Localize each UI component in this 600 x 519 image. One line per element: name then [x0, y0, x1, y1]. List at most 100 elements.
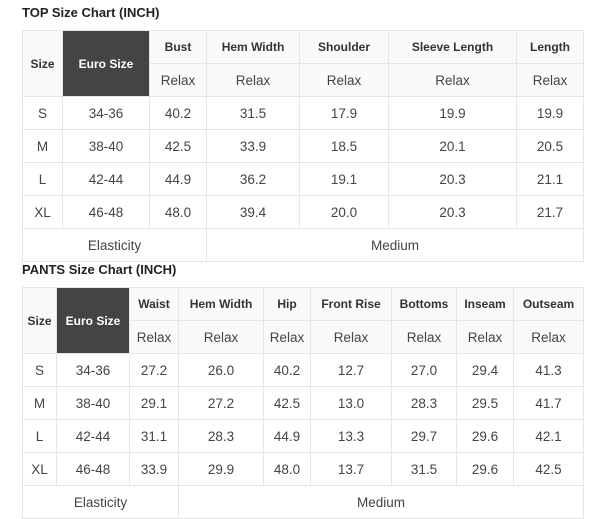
measurement-cell: 27.0: [391, 353, 457, 387]
measurement-header: Front Rise: [310, 287, 392, 321]
size-cell: M: [22, 386, 57, 420]
table-row: S 34-36 27.2 26.0 40.2 12.7 27.0 29.4 41.3: [22, 353, 584, 387]
measurement-cell: 12.7: [310, 353, 392, 387]
measurement-cell: 19.9: [388, 96, 517, 130]
measurement-cell: 29.6: [456, 452, 514, 486]
measurement-cell: 13.7: [310, 452, 392, 486]
size-header: Size: [22, 30, 63, 97]
size-header: Size: [22, 287, 57, 354]
measurement-cell: 44.9: [263, 419, 311, 453]
measurement-cell: 13.0: [310, 386, 392, 420]
euro-size-cell: 42-44: [62, 162, 150, 196]
table-row: M 38-40 29.1 27.2 42.5 13.0 28.3 29.5 41.7: [22, 386, 584, 420]
fit-label: Relax: [513, 320, 584, 354]
measurement-cell: 33.9: [206, 129, 300, 163]
measurement-cell: 48.0: [149, 195, 207, 229]
elasticity-label: Elasticity: [22, 228, 207, 262]
measurement-cell: 44.9: [149, 162, 207, 196]
measurement-cell: 20.0: [299, 195, 389, 229]
fit-row: Relax Relax Relax Relax Relax: [23, 63, 584, 97]
measurement-cell: 42.5: [513, 452, 584, 486]
measurement-cell: 31.5: [391, 452, 457, 486]
fit-label: Relax: [299, 63, 389, 97]
fit-label: Relax: [263, 320, 311, 354]
measurement-cell: 42.5: [263, 386, 311, 420]
euro-size-cell: 46-48: [56, 452, 130, 486]
size-cell: S: [22, 96, 63, 130]
size-cell: M: [22, 129, 63, 163]
measurement-cell: 17.9: [299, 96, 389, 130]
measurement-header: Inseam: [456, 287, 514, 321]
measurement-cell: 36.2: [206, 162, 300, 196]
measurement-cell: 20.3: [388, 195, 517, 229]
measurement-cell: 31.5: [206, 96, 300, 130]
measurement-cell: 41.7: [513, 386, 584, 420]
measurement-header: Outseam: [513, 287, 584, 321]
measurement-cell: 13.3: [310, 419, 392, 453]
pants-size-table: Size Euro Size Waist Hem Width Hip Front Rise…: [22, 287, 584, 519]
measurement-cell: 20.1: [388, 129, 517, 163]
measurement-cell: 29.7: [391, 419, 457, 453]
measurement-cell: 19.9: [516, 96, 584, 130]
table-row: XL 46-48 48.0 39.4 20.0 20.3 21.7: [22, 195, 584, 229]
fit-label: Relax: [178, 320, 264, 354]
table-row: L 42-44 44.9 36.2 19.1 20.3 21.1: [22, 162, 584, 196]
measurement-cell: 28.3: [391, 386, 457, 420]
elasticity-row: Elasticity Medium: [22, 228, 584, 262]
measurement-cell: 40.2: [149, 96, 207, 130]
euro-size-cell: 42-44: [56, 419, 130, 453]
measurement-header: Hip: [263, 287, 311, 321]
measurement-header: Bottoms: [391, 287, 457, 321]
euro-size-header: Euro Size: [56, 287, 130, 354]
euro-size-cell: 46-48: [62, 195, 150, 229]
measurement-cell: 41.3: [513, 353, 584, 387]
measurement-cell: 26.0: [178, 353, 264, 387]
table-row: S 34-36 40.2 31.5 17.9 19.9 19.9: [22, 96, 584, 130]
euro-size-cell: 34-36: [62, 96, 150, 130]
fit-label: Relax: [456, 320, 514, 354]
measurement-cell: 29.6: [456, 419, 514, 453]
measurement-cell: 21.1: [516, 162, 584, 196]
size-cell: S: [22, 353, 57, 387]
elasticity-value: Medium: [178, 485, 584, 519]
fit-label: Relax: [388, 63, 517, 97]
measurement-header: Hem Width: [178, 287, 264, 321]
measurement-cell: 29.1: [129, 386, 179, 420]
table-row: XL 46-48 33.9 29.9 48.0 13.7 31.5 29.6 42.5: [22, 452, 584, 486]
table-row: L 42-44 31.1 28.3 44.9 13.3 29.7 29.6 42.1: [22, 419, 584, 453]
euro-size-cell: 38-40: [62, 129, 150, 163]
measurement-cell: 48.0: [263, 452, 311, 486]
measurement-cell: 42.5: [149, 129, 207, 163]
size-cell: L: [22, 419, 57, 453]
size-cell: L: [22, 162, 63, 196]
measurement-cell: 42.1: [513, 419, 584, 453]
measurement-cell: 29.5: [456, 386, 514, 420]
measurement-cell: 27.2: [129, 353, 179, 387]
measurement-cell: 40.2: [263, 353, 311, 387]
fit-label: Relax: [129, 320, 179, 354]
euro-size-cell: 34-36: [56, 353, 130, 387]
table-row: M 38-40 42.5 33.9 18.5 20.1 20.5: [22, 129, 584, 163]
measurement-cell: 20.5: [516, 129, 584, 163]
top-size-table: Size Euro Size Bust Hem Width Shoulder Sleeve…: [22, 30, 584, 262]
header-row: Size Euro Size Waist Hem Width Hip Front Rise…: [22, 287, 584, 354]
measurement-cell: 29.9: [178, 452, 264, 486]
elasticity-label: Elasticity: [22, 485, 179, 519]
measurement-cell: 19.1: [299, 162, 389, 196]
measurement-header: Sleeve Length: [388, 30, 517, 64]
fit-label: Relax: [149, 63, 207, 97]
header-row: Size Euro Size Bust Hem Width Shoulder Sleeve…: [22, 30, 584, 97]
pants-chart-title: PANTS Size Chart (INCH): [22, 262, 177, 277]
measurement-cell: 18.5: [299, 129, 389, 163]
measurement-header: Length: [516, 30, 584, 64]
fit-label: Relax: [206, 63, 300, 97]
measurement-header: Bust: [149, 30, 207, 64]
fit-label: Relax: [310, 320, 392, 354]
measurement-header: Waist: [129, 287, 179, 321]
measurement-cell: 21.7: [516, 195, 584, 229]
fit-row: Relax Relax Relax Relax Relax Relax Relax: [23, 320, 584, 354]
measurement-cell: 39.4: [206, 195, 300, 229]
size-cell: XL: [22, 195, 63, 229]
measurement-cell: 28.3: [178, 419, 264, 453]
measurement-header: Shoulder: [299, 30, 389, 64]
